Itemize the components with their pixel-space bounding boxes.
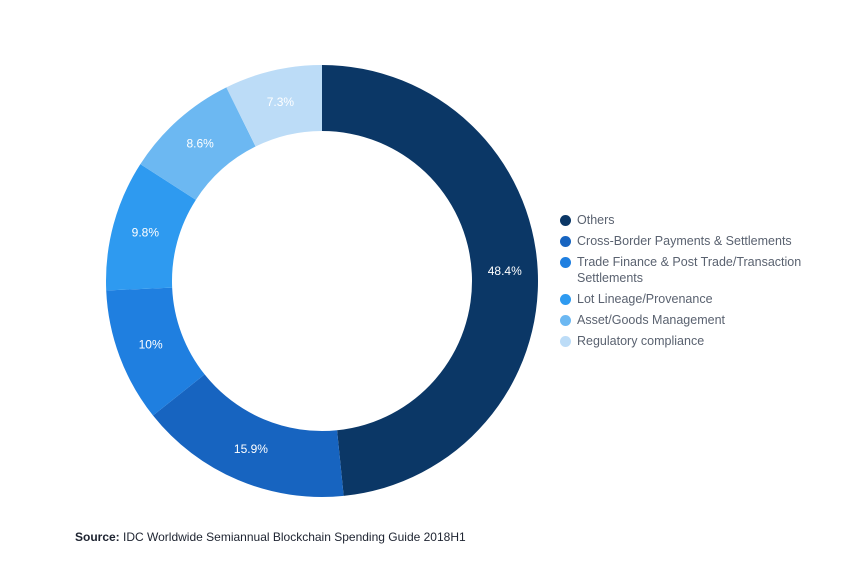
legend-label: Regulatory compliance xyxy=(577,334,705,348)
slice-value-label: 8.6% xyxy=(186,137,214,151)
legend-swatch xyxy=(560,336,571,347)
slice-value-label: 7.3% xyxy=(267,95,295,109)
donut-slice xyxy=(153,374,344,497)
slice-value-label: 9.8% xyxy=(132,225,160,239)
legend-label: Trade Finance & Post Trade/Transaction S… xyxy=(577,255,802,285)
slice-value-label: 48.4% xyxy=(488,264,522,278)
source-label: Source: xyxy=(75,530,120,544)
legend-swatch xyxy=(560,294,571,305)
legend-swatch xyxy=(560,215,571,226)
legend-item: Trade Finance & Post Trade/Transaction S… xyxy=(560,254,845,286)
source-note: Source: IDC Worldwide Semiannual Blockch… xyxy=(75,530,466,544)
donut-slice xyxy=(140,87,256,200)
source-text: IDC Worldwide Semiannual Blockchain Spen… xyxy=(119,530,466,544)
legend-item: Regulatory compliance xyxy=(560,333,845,349)
legend-swatch xyxy=(560,315,571,326)
donut-slices xyxy=(106,65,538,497)
donut-slice xyxy=(226,65,322,147)
slice-value-label: 10% xyxy=(139,337,163,351)
legend-label: Others xyxy=(577,213,615,227)
legend-label: Lot Lineage/Provenance xyxy=(577,292,713,306)
donut-slice xyxy=(106,164,196,291)
legend-item: Cross-Border Payments & Settlements xyxy=(560,233,845,249)
slice-labels: 48.4% 15.9% 10% 9.8% 8.6% 7.3% xyxy=(132,95,522,456)
donut-slice xyxy=(322,65,538,496)
slice-value-label: 15.9% xyxy=(234,442,268,456)
legend-swatch xyxy=(560,236,571,247)
legend-item: Others xyxy=(560,212,845,228)
chart-legend: Others Cross-Border Payments & Settlement… xyxy=(560,212,845,354)
donut-slice xyxy=(106,287,205,416)
legend-label: Asset/Goods Management xyxy=(577,313,725,327)
legend-label: Cross-Border Payments & Settlements xyxy=(577,234,792,248)
legend-swatch xyxy=(560,257,571,268)
legend-item: Asset/Goods Management xyxy=(560,312,845,328)
legend-item: Lot Lineage/Provenance xyxy=(560,291,845,307)
